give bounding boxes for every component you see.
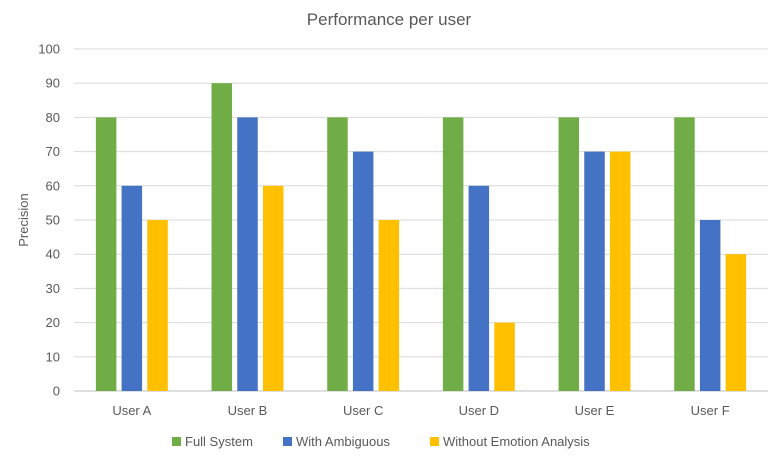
bar-without-emotion-analysis-user-a — [147, 220, 168, 391]
y-tick-label: 100 — [38, 42, 60, 57]
x-axis-ticks: User A User B User C User D User E User F — [112, 403, 729, 418]
legend-label: With Ambiguous — [296, 434, 390, 449]
y-tick-label: 80 — [46, 110, 60, 125]
legend-label: Full System — [185, 434, 253, 449]
legend-swatch — [283, 437, 292, 446]
x-tick-label: User B — [228, 403, 268, 418]
y-tick-label: 30 — [46, 281, 60, 296]
bar-without-emotion-analysis-user-d — [494, 322, 515, 391]
x-tick-label: User E — [575, 403, 615, 418]
bar-full-system-user-a — [95, 117, 117, 392]
gridlines — [74, 48, 768, 392]
bar-without-emotion-analysis-user-b — [262, 185, 284, 391]
legend-item-without-emotion-analysis: Without Emotion Analysis — [430, 434, 590, 449]
x-tick-label: User C — [343, 403, 383, 418]
legend-item-with-ambiguous: With Ambiguous — [283, 434, 390, 449]
y-tick-label: 60 — [46, 178, 60, 193]
legend-swatch — [430, 437, 439, 446]
bar-with-ambiguous-user-a — [121, 185, 143, 391]
y-tick-label: 10 — [46, 349, 60, 364]
chart-title: Performance per user — [307, 10, 472, 29]
y-tick-label: 0 — [53, 384, 60, 399]
x-tick-label: User F — [691, 403, 730, 418]
bar-with-ambiguous-user-e — [584, 151, 605, 391]
bar-with-ambiguous-user-b — [237, 117, 258, 392]
legend-label: Without Emotion Analysis — [443, 434, 590, 449]
y-axis-ticks: 0 10 20 30 40 50 60 70 80 90 100 — [38, 42, 60, 399]
y-tick-label: 90 — [46, 76, 60, 91]
bar-full-system-user-f — [674, 117, 695, 392]
y-tick-label: 70 — [46, 144, 60, 159]
bar-full-system-user-c — [327, 117, 348, 392]
bar-full-system-user-b — [211, 83, 233, 391]
bar-with-ambiguous-user-c — [352, 151, 374, 391]
x-tick-label: User D — [459, 403, 499, 418]
bar-without-emotion-analysis-user-e — [609, 151, 631, 391]
y-tick-label: 40 — [46, 247, 60, 262]
bar-without-emotion-analysis-user-f — [725, 254, 747, 391]
y-tick-label: 20 — [46, 315, 60, 330]
bar-full-system-user-e — [558, 117, 580, 392]
x-tick-label: User A — [112, 403, 151, 418]
legend-swatch — [172, 437, 181, 446]
bar-with-ambiguous-user-d — [468, 185, 490, 391]
bar-full-system-user-d — [442, 117, 464, 392]
y-axis-label: Precision — [16, 193, 31, 246]
bars — [95, 83, 747, 392]
bar-with-ambiguous-user-f — [699, 220, 721, 391]
legend-item-full-system: Full System — [172, 434, 253, 449]
legend: Full System With Ambiguous Without Emotion… — [172, 434, 590, 449]
y-tick-label: 50 — [46, 213, 60, 228]
bar-without-emotion-analysis-user-c — [378, 220, 400, 391]
